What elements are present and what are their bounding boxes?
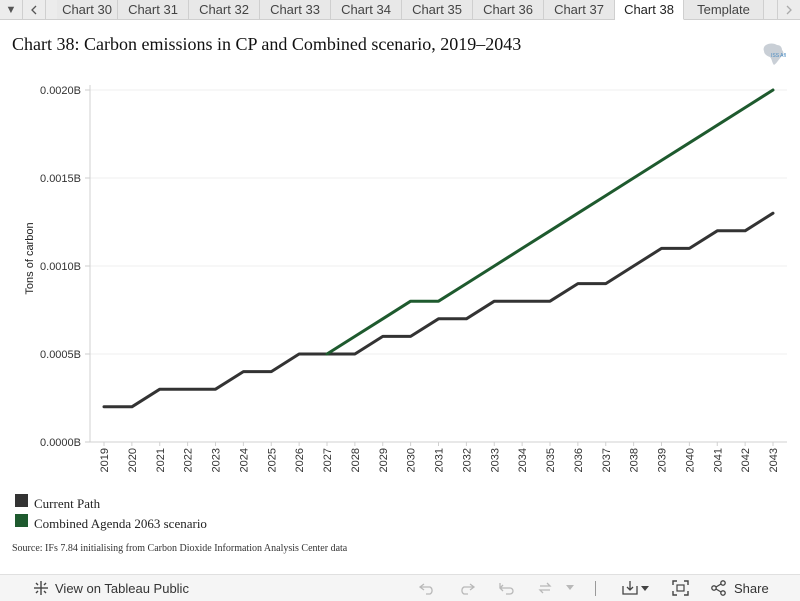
tab-template[interactable]: Template [684,0,764,19]
caret-down-icon: ▼ [5,3,17,16]
sheet-tab-bar: ▼ Chart 30 Chart 31 Chart 32 Chart 33 Chart … [0,0,800,20]
sheet-tabs: Chart 30 Chart 31 Chart 32 Chart 33 Chart 34… [57,0,777,20]
x-tick-label: 2029 [378,448,390,472]
y-tick-label: 0.0000B [40,437,81,449]
fullscreen-icon [672,580,689,596]
sheet-menu-button[interactable]: ▼ [0,0,23,19]
x-tick-label: 2036 [573,448,585,472]
chevron-right-icon [786,5,792,14]
x-tick-label: 2042 [740,448,752,472]
y-axis-title: Tons of carbon [24,222,36,294]
series-line-combined-scenario [325,88,775,356]
chevron-left-icon [31,5,37,14]
toolbar-divider [595,581,596,596]
undo-button[interactable] [418,575,436,601]
redo-icon [461,583,476,595]
x-tick-label: 2040 [684,448,696,472]
tab-chart-33[interactable]: Chart 33 [260,0,331,19]
caret-down-icon [566,585,574,590]
y-tick-label: 0.0015B [40,173,81,185]
x-tick-label: 2033 [489,448,501,472]
tabs-scroll-left-button[interactable] [23,0,46,19]
x-tick-label: 2022 [183,448,195,472]
x-tick-label: 2035 [545,448,557,472]
africa-map-logo-icon [763,43,784,65]
pause-updates-dropdown[interactable] [566,575,574,601]
x-tick-label: 2043 [768,448,780,472]
x-tick-label: 2026 [294,448,306,472]
legend-swatch [15,494,28,507]
x-tick-label: 2041 [712,448,724,472]
x-tick-label: 2039 [657,448,669,472]
tab-chart-30[interactable]: Chart 30 [57,0,118,19]
share-button[interactable]: Share [710,575,769,601]
x-tick-label: 2020 [127,448,139,472]
fullscreen-button[interactable] [672,575,689,601]
download-button[interactable] [622,575,650,601]
x-tick-label: 2025 [266,448,278,472]
y-tick-label: 0.0020B [40,85,81,97]
x-tick-label: 2023 [211,448,223,472]
tableau-toolbar: View on Tableau Public Sh [0,574,800,601]
share-icon [711,580,726,596]
x-tick-label: 2037 [601,448,613,472]
x-tick-label: 2031 [434,448,446,472]
x-tick-label: 2021 [155,448,167,472]
view-on-tableau-label: View on Tableau Public [55,580,189,596]
tab-chart-35[interactable]: Chart 35 [402,0,473,19]
tab-chart-36[interactable]: Chart 36 [473,0,544,19]
legend-swatch [15,514,28,527]
revert-button[interactable] [498,575,516,601]
tab-chart-32[interactable]: Chart 32 [189,0,260,19]
revert-icon [499,583,514,595]
share-label: Share [734,580,769,596]
x-tick-label: 2030 [406,448,418,472]
x-tick-label: 2019 [99,448,111,472]
source-note: Source: IFs 7.84 initialising from Carbo… [12,543,348,554]
tableau-logo-icon [34,581,48,595]
logo-text: ISS AfI [771,53,787,59]
x-tick-label: 2028 [350,448,362,472]
refresh-icon [538,582,552,594]
download-icon [622,581,649,595]
tab-chart-37[interactable]: Chart 37 [544,0,615,19]
x-tick-label: 2024 [238,448,250,472]
redo-button[interactable] [458,575,476,601]
x-tick-label: 2032 [461,448,473,472]
view-on-tableau-public-link[interactable]: View on Tableau Public [33,575,189,601]
tab-chart-31[interactable]: Chart 31 [118,0,189,19]
undo-icon [418,583,433,595]
series-line-current-path [102,211,775,409]
tab-chart-38[interactable]: Chart 38 [615,0,684,20]
tab-chart-34[interactable]: Chart 34 [331,0,402,19]
legend-label: Combined Agenda 2063 scenario [34,516,207,531]
tabs-scroll-right-button[interactable] [777,0,800,19]
line-chart: 0.0000B 0.0005B 0.0010B 0.0015B 0.0020B Tons … [24,85,787,472]
y-tick-label: 0.0005B [40,349,81,361]
chart-title: Chart 38: Carbon emissions in CP and Com… [12,34,522,54]
x-tick-label: 2027 [322,448,334,472]
legend-label: Current Path [34,496,101,511]
x-tick-label: 2038 [629,448,641,472]
x-tick-label: 2034 [517,448,529,472]
refresh-button[interactable] [536,575,554,601]
y-tick-label: 0.0010B [40,261,81,273]
